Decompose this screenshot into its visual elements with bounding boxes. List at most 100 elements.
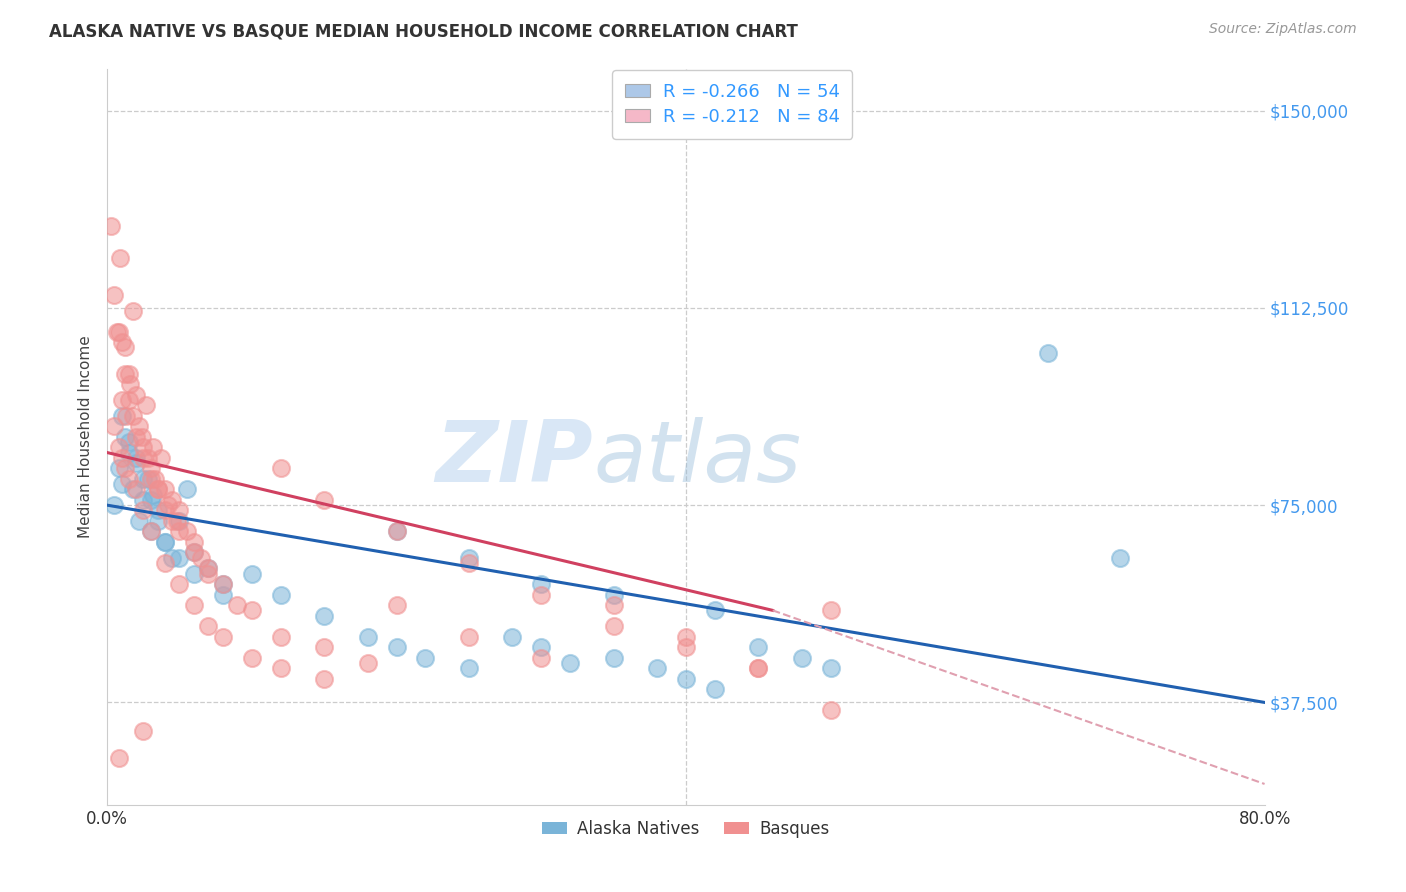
- Point: [111, 450, 134, 465]
- Text: ZIP: ZIP: [436, 417, 593, 500]
- Point: [114, 340, 136, 354]
- Point: [183, 566, 205, 581]
- Point: [118, 435, 141, 450]
- Point: [139, 472, 162, 486]
- Point: [162, 550, 184, 565]
- Point: [139, 524, 162, 539]
- Point: [183, 545, 205, 559]
- Point: [820, 703, 842, 717]
- Point: [103, 287, 125, 301]
- Point: [149, 450, 172, 465]
- Point: [457, 661, 479, 675]
- Point: [142, 488, 165, 502]
- Point: [602, 650, 624, 665]
- Point: [226, 598, 249, 612]
- Point: [131, 430, 153, 444]
- Point: [385, 524, 408, 539]
- Point: [385, 524, 408, 539]
- Point: [790, 650, 813, 665]
- Point: [530, 640, 553, 655]
- Point: [457, 630, 479, 644]
- Point: [118, 367, 141, 381]
- Point: [107, 750, 129, 764]
- Point: [212, 577, 235, 591]
- Point: [240, 566, 263, 581]
- Point: [602, 598, 624, 612]
- Point: [703, 603, 725, 617]
- Point: [142, 440, 165, 454]
- Point: [125, 430, 148, 444]
- Point: [820, 603, 842, 617]
- Point: [270, 461, 292, 475]
- Point: [139, 524, 162, 539]
- Point: [132, 503, 155, 517]
- Point: [166, 514, 188, 528]
- Point: [314, 640, 336, 655]
- Point: [602, 619, 624, 633]
- Point: [135, 398, 157, 412]
- Point: [111, 334, 134, 349]
- Point: [675, 640, 697, 655]
- Point: [270, 588, 292, 602]
- Point: [501, 630, 523, 644]
- Point: [136, 472, 159, 486]
- Point: [747, 661, 769, 675]
- Point: [132, 450, 155, 465]
- Legend: Alaska Natives, Basques: Alaska Natives, Basques: [536, 814, 837, 845]
- Point: [107, 440, 129, 454]
- Point: [128, 419, 150, 434]
- Point: [747, 661, 769, 675]
- Point: [114, 367, 136, 381]
- Point: [270, 630, 292, 644]
- Point: [1036, 345, 1059, 359]
- Point: [103, 498, 125, 512]
- Point: [176, 483, 198, 497]
- Point: [197, 619, 219, 633]
- Point: [197, 561, 219, 575]
- Point: [183, 598, 205, 612]
- Point: [457, 556, 479, 570]
- Point: [143, 472, 166, 486]
- Point: [125, 456, 148, 470]
- Point: [530, 588, 553, 602]
- Point: [183, 535, 205, 549]
- Point: [314, 608, 336, 623]
- Point: [356, 656, 378, 670]
- Point: [153, 535, 176, 549]
- Point: [212, 588, 235, 602]
- Point: [197, 566, 219, 581]
- Point: [153, 483, 176, 497]
- Point: [146, 503, 169, 517]
- Point: [169, 514, 191, 528]
- Point: [118, 445, 141, 459]
- Point: [169, 503, 191, 517]
- Point: [747, 640, 769, 655]
- Point: [169, 550, 191, 565]
- Point: [125, 387, 148, 401]
- Y-axis label: Median Household Income: Median Household Income: [79, 335, 93, 538]
- Point: [240, 650, 263, 665]
- Point: [530, 650, 553, 665]
- Point: [169, 524, 191, 539]
- Point: [197, 561, 219, 575]
- Text: Source: ZipAtlas.com: Source: ZipAtlas.com: [1209, 22, 1357, 37]
- Point: [675, 672, 697, 686]
- Point: [120, 377, 142, 392]
- Point: [153, 503, 176, 517]
- Point: [212, 630, 235, 644]
- Point: [153, 535, 176, 549]
- Point: [118, 472, 141, 486]
- Point: [240, 603, 263, 617]
- Point: [146, 483, 169, 497]
- Point: [270, 661, 292, 675]
- Point: [108, 251, 131, 265]
- Text: atlas: atlas: [593, 417, 801, 500]
- Point: [115, 409, 138, 423]
- Point: [820, 661, 842, 675]
- Point: [183, 545, 205, 559]
- Point: [162, 492, 184, 507]
- Point: [645, 661, 668, 675]
- Point: [136, 450, 159, 465]
- Point: [125, 450, 148, 465]
- Point: [125, 483, 148, 497]
